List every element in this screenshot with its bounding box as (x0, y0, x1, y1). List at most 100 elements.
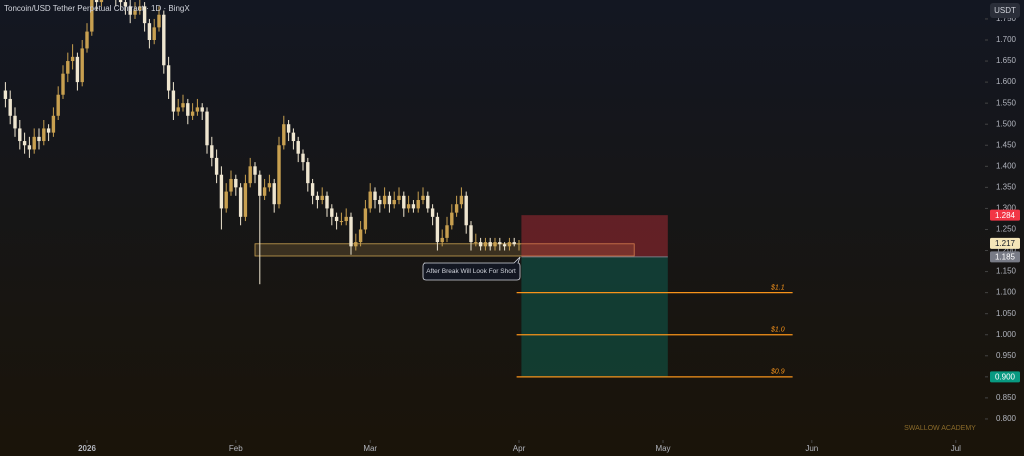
candle-body (214, 157, 219, 175)
candle-body (430, 208, 435, 217)
annotation-text: After Break Will Look For Short (426, 268, 516, 275)
candle-body (426, 195, 430, 209)
candle-body (42, 128, 46, 142)
candle-body (440, 237, 444, 243)
candle-body (18, 128, 22, 142)
candle-body (354, 242, 358, 247)
candle-body (435, 216, 440, 243)
chart-title: Toncoin/USD Tether Perpetual Contract · … (4, 4, 190, 13)
y-tick-label: 1.000 (996, 330, 1017, 339)
price-label-box (990, 371, 1020, 383)
y-tick-label: 1.150 (996, 267, 1017, 276)
candle-body (421, 195, 425, 200)
candle-body (330, 208, 334, 217)
candle-body (70, 56, 75, 62)
candle-body (210, 145, 214, 158)
candle-body (368, 191, 372, 209)
candle-body (8, 98, 12, 116)
y-tick-label: 1.550 (996, 98, 1017, 107)
price-label: 1.284 (995, 211, 1016, 220)
y-tick-label: 1.450 (996, 140, 1017, 149)
candle-body (262, 187, 267, 196)
price-label: 1.185 (995, 252, 1016, 261)
price-label: 1.217 (995, 239, 1016, 248)
candle-body (402, 195, 406, 209)
x-tick-label: May (655, 444, 670, 453)
candle-body (306, 162, 310, 184)
candle-body (75, 56, 80, 83)
y-tick-label: 0.800 (996, 414, 1017, 423)
candle-body (37, 136, 41, 142)
candle-body (373, 191, 377, 200)
candle-body (157, 14, 161, 28)
candle-body (219, 174, 224, 209)
candle-body (61, 73, 65, 95)
candle-body (27, 145, 32, 150)
candle-body (253, 166, 257, 175)
candle-body (32, 136, 36, 150)
annotation-bubble (422, 256, 521, 281)
target-zone (521, 256, 668, 377)
candle-body (267, 183, 272, 188)
candle-body (123, 2, 128, 7)
y-tick-label: 1.200 (996, 246, 1017, 255)
price-label-box (990, 209, 1020, 221)
candle-body (339, 221, 344, 223)
candle-body (502, 244, 507, 247)
y-tick-label: 1.500 (996, 119, 1017, 128)
candle-body (411, 204, 416, 209)
candle-body (469, 225, 473, 243)
candle-body (349, 216, 353, 247)
candle-body (454, 204, 459, 213)
currency: USDT (994, 6, 1016, 15)
candle-body (128, 6, 132, 15)
x-tick-label: Feb (229, 444, 243, 453)
candle-body (133, 10, 137, 15)
candle-body (13, 115, 17, 129)
candle-body (22, 141, 27, 146)
candle-body (378, 200, 382, 205)
candle-body (387, 195, 392, 205)
y-tick-label: 1.100 (996, 288, 1017, 297)
y-tick-label: 1.700 (996, 35, 1017, 44)
candle-body (85, 31, 89, 49)
target-level-label: $1.1 (770, 284, 785, 291)
candle-body (152, 27, 156, 40)
candle-body (517, 243, 521, 245)
support-zone (254, 243, 635, 257)
stop-zone (521, 215, 668, 257)
candle-body (166, 65, 171, 91)
candle-body (142, 6, 147, 24)
price-label-box (990, 251, 1020, 263)
y-tick-label: 1.250 (996, 225, 1017, 234)
candle-body (286, 124, 291, 133)
candle-body (282, 124, 286, 146)
candle-body (459, 195, 464, 205)
candle-body (291, 132, 296, 142)
x-tick-label: Jun (805, 444, 818, 453)
candle-body (450, 212, 454, 226)
candle-body (512, 242, 516, 245)
candle-body (325, 195, 329, 209)
candle-body (3, 90, 8, 99)
candle-body (51, 115, 56, 133)
candle-body (416, 200, 420, 209)
candle-body (258, 174, 262, 196)
candle-body (320, 195, 324, 200)
x-tick-label: Jul (951, 444, 961, 453)
target-level-label: $0.9 (770, 369, 785, 376)
y-tick-label: 1.350 (996, 182, 1017, 191)
candle-body (243, 183, 248, 217)
y-tick-label: 1.050 (996, 309, 1017, 318)
candle-body (118, 0, 123, 3)
candle-body (138, 6, 142, 11)
candle-body (66, 61, 70, 74)
candle-body (358, 229, 363, 243)
price-label: 0.900 (995, 372, 1016, 381)
y-tick-label: 1.600 (996, 77, 1017, 86)
candle-body (310, 183, 315, 196)
candle-body (464, 195, 468, 226)
